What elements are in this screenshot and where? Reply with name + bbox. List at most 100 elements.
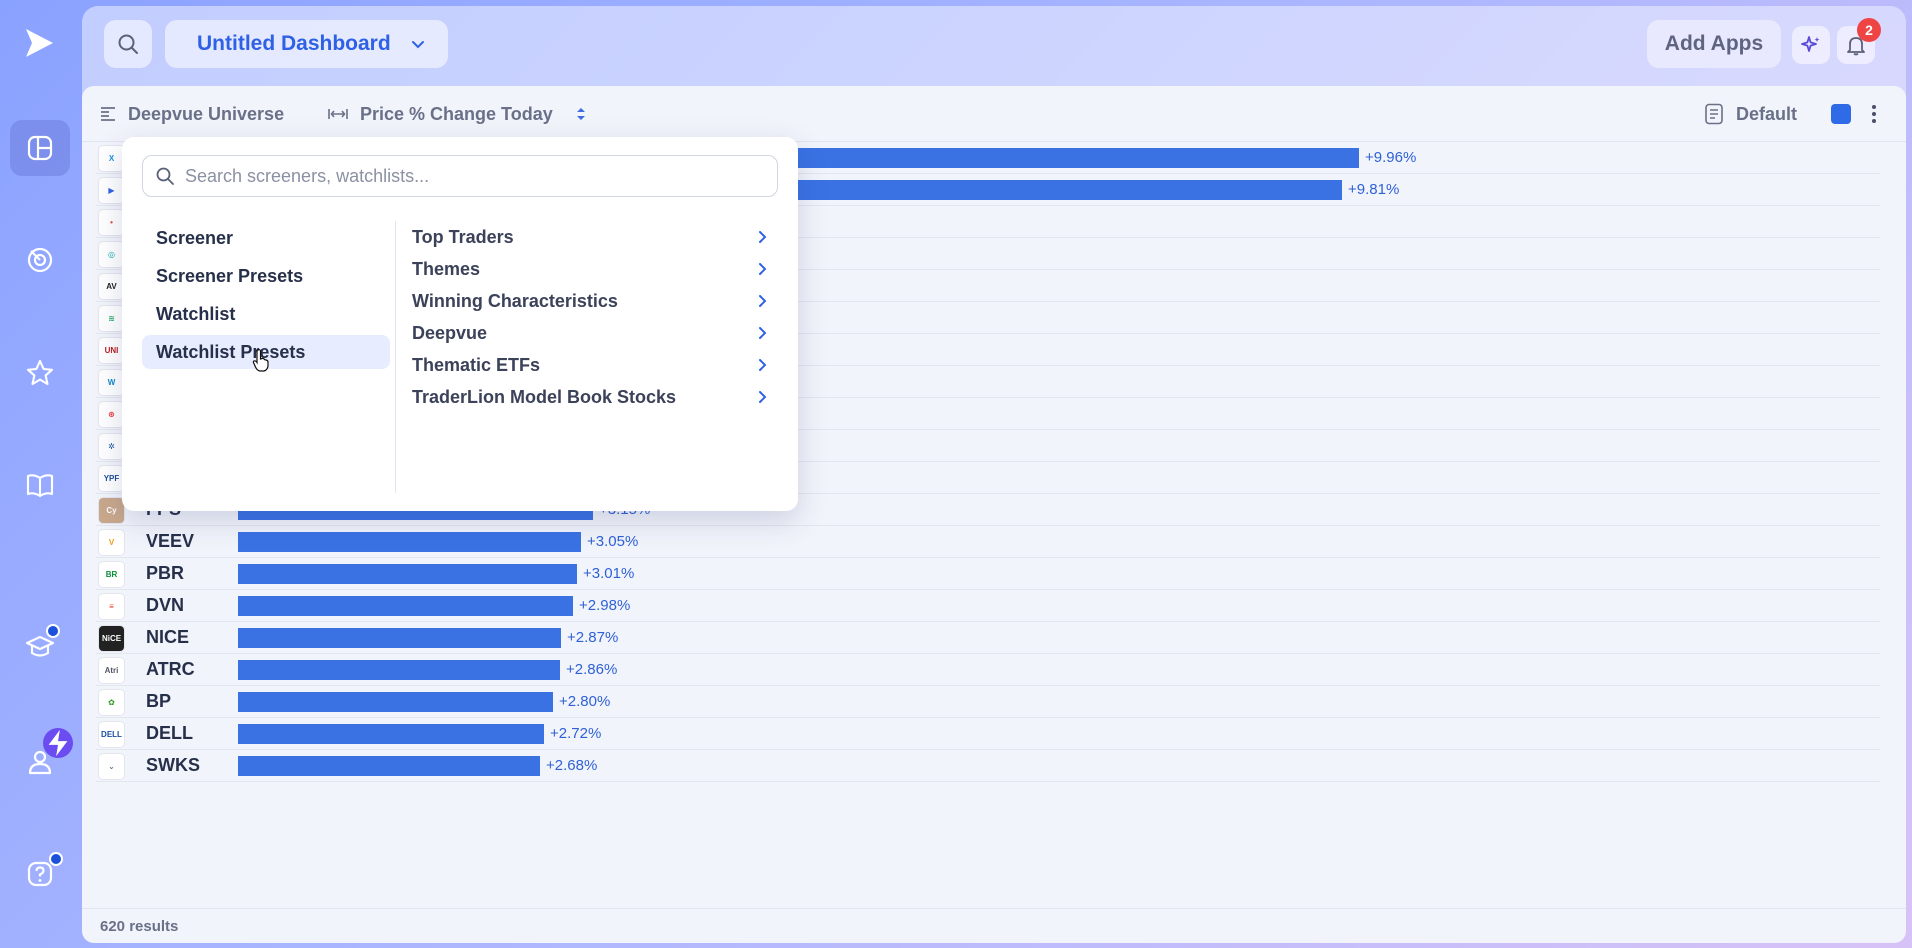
company-logo-icon: AV (98, 273, 125, 300)
preset-item[interactable]: TraderLion Model Book Stocks (404, 381, 778, 413)
company-logo-icon: ⊛ (98, 401, 125, 428)
change-value: +2.98% (579, 597, 631, 614)
category-item[interactable]: Screener (156, 227, 234, 248)
table-row[interactable]: V VEEV +3.05% (96, 526, 1880, 558)
ticker-symbol[interactable]: DVN (146, 595, 185, 615)
table-row[interactable]: ⌄ SWKS +2.68% (96, 750, 1880, 782)
preset-item[interactable]: Deepvue (404, 317, 778, 349)
company-logo-icon: ▶ (98, 177, 125, 204)
lightning-icon (43, 728, 73, 758)
more-options-icon[interactable] (1864, 102, 1884, 126)
change-value: +9.81% (1348, 181, 1400, 198)
ticker-symbol[interactable]: SWKS (146, 755, 200, 775)
preset-label: TraderLion Model Book Stocks (412, 386, 677, 407)
change-bar (238, 596, 573, 616)
category-item[interactable]: Watchlist (156, 303, 236, 324)
results-footer: 620 results (82, 908, 1906, 943)
sort-column-selector[interactable]: Price % Change Today (328, 86, 599, 142)
change-value: +2.86% (566, 661, 618, 678)
help-icon (27, 861, 53, 887)
education-nav-button[interactable] (10, 618, 70, 674)
preset-label: Winning Characteristics (412, 290, 618, 311)
preset-item[interactable]: Top Traders (404, 221, 778, 253)
company-logo-icon: W (98, 369, 125, 396)
account-nav-button[interactable] (10, 728, 73, 790)
chevron-right-icon (759, 263, 767, 275)
search-icon (156, 167, 174, 185)
company-logo-icon: ✲ (98, 433, 125, 460)
change-value: +2.87% (567, 629, 619, 646)
ticker-symbol[interactable]: ATRC (146, 659, 195, 679)
learn-nav-button[interactable] (10, 457, 70, 513)
preset-list: Top Traders Themes Winning Characteristics… (404, 221, 778, 413)
hand-cursor-icon (252, 349, 269, 372)
universe-selector[interactable]: Deepvue Universe (100, 86, 284, 142)
activity-nav-button[interactable] (10, 232, 70, 288)
change-value: +2.80% (559, 693, 611, 710)
preset-item[interactable]: Themes (404, 253, 778, 285)
document-icon (1705, 103, 1723, 125)
notification-dot (49, 852, 63, 866)
category-item[interactable]: Watchlist Presets (142, 335, 390, 369)
category-item[interactable]: Screener Presets (156, 265, 304, 286)
layout-selector[interactable]: Default (1704, 86, 1797, 142)
change-bar (238, 756, 540, 776)
dashboard-nav-button[interactable] (10, 120, 70, 176)
change-value: +2.68% (546, 757, 598, 774)
sort-icon[interactable] (575, 105, 587, 123)
ticker-symbol[interactable]: NICE (146, 627, 190, 647)
company-logo-icon: X (98, 145, 125, 172)
change-bar (238, 564, 577, 584)
table-row[interactable]: Atri ATRC +2.86% (96, 654, 1880, 686)
ticker-symbol[interactable]: DELL (146, 723, 193, 743)
layout-label: Default (1736, 103, 1798, 124)
category-list: Screener Screener Presets Watchlist Watchli… (142, 221, 390, 373)
change-value: +9.96% (1365, 149, 1417, 166)
preset-item[interactable]: Thematic ETFs (404, 349, 778, 381)
company-logo-icon: ⌄ (98, 753, 125, 780)
chevron-right-icon (759, 231, 767, 243)
preset-label: Thematic ETFs (412, 354, 541, 375)
ticker-symbol[interactable]: PBR (146, 563, 185, 583)
sparkle-icon (1801, 36, 1820, 52)
table-row[interactable]: ≡ DVN +2.98% (96, 590, 1880, 622)
company-logo-icon: V (98, 529, 125, 556)
company-logo-icon: Atri (98, 657, 125, 684)
notifications-button[interactable]: 2 (1837, 18, 1881, 64)
ai-assistant-button[interactable] (1792, 26, 1830, 64)
table-row[interactable]: DELL DELL +2.72% (96, 718, 1880, 750)
table-row[interactable]: ✿ BP +2.80% (96, 686, 1880, 718)
company-logo-icon: DELL (98, 721, 125, 748)
table-row[interactable]: NiCE NICE +2.87% (96, 622, 1880, 654)
sort-column-label: Price % Change Today (360, 103, 553, 124)
company-logo-icon: YPF (98, 465, 125, 492)
company-logo-icon: NiCE (98, 625, 125, 652)
chevron-right-icon (759, 295, 767, 307)
help-nav-button[interactable] (10, 846, 70, 902)
dropdown-search[interactable] (142, 155, 778, 197)
dashboard-selector[interactable]: Untitled Dashboard (165, 20, 448, 68)
search-button[interactable] (104, 20, 152, 68)
sidebar (0, 0, 81, 948)
table-row[interactable]: BR PBR +3.01% (96, 558, 1880, 590)
chevron-right-icon (759, 327, 767, 339)
watchlist-dropdown: Screener Screener Presets Watchlist Watchli… (122, 137, 798, 511)
widget-color-swatch[interactable] (1831, 104, 1851, 124)
change-bar (238, 532, 581, 552)
dropdown-search-input[interactable] (185, 165, 745, 187)
universe-label: Deepvue Universe (128, 103, 285, 124)
company-logo-icon: BR (98, 561, 125, 588)
company-logo-icon: UNI (98, 337, 125, 364)
preset-item[interactable]: Winning Characteristics (404, 285, 778, 317)
ticker-symbol[interactable]: BP (146, 691, 172, 711)
bell-icon (1847, 37, 1865, 56)
radar-icon (27, 247, 53, 273)
list-icon (101, 107, 115, 121)
star-icon (26, 359, 54, 386)
preset-label: Top Traders (412, 226, 514, 247)
add-apps-button[interactable]: Add Apps (1647, 20, 1781, 68)
ticker-symbol[interactable]: VEEV (146, 531, 195, 551)
column-width-icon (328, 109, 348, 119)
watchlist-nav-button[interactable] (10, 345, 70, 401)
app-logo-icon[interactable] (22, 26, 56, 60)
